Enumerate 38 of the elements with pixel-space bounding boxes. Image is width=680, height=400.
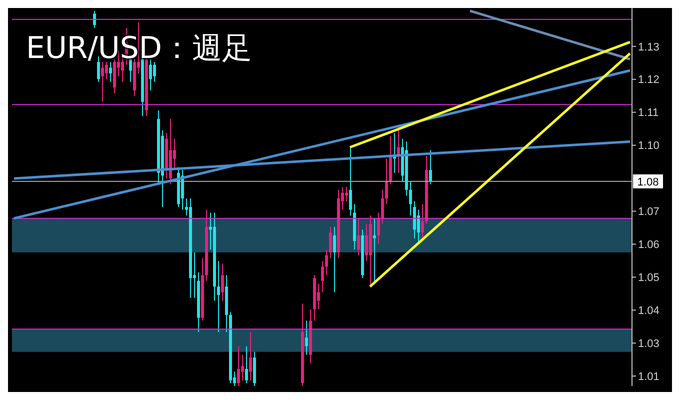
candlestick <box>357 218 360 256</box>
candlestick <box>109 62 112 82</box>
candlestick <box>249 332 252 381</box>
y-tick-label: 1.10 <box>638 140 660 152</box>
candlestick <box>365 224 368 262</box>
candlestick <box>325 249 328 276</box>
candlestick <box>93 10 96 28</box>
y-tick-label: 1.07 <box>638 206 660 218</box>
candlestick <box>345 186 348 202</box>
candlestick <box>409 180 412 216</box>
y-tick-label: 1.06 <box>638 239 660 252</box>
y-tick-label: 1.03 <box>638 338 660 350</box>
y-tick-label: 1.11 <box>638 107 659 120</box>
candlestick <box>429 150 432 185</box>
candlestick <box>217 260 220 332</box>
candlestick <box>245 346 248 384</box>
y-tick-label: 1.05 <box>638 272 660 284</box>
candlestick <box>321 260 324 293</box>
candlestick <box>333 226 336 293</box>
candlestick <box>413 200 416 239</box>
candlestick <box>385 158 388 205</box>
candlestick <box>153 62 156 82</box>
candlestick <box>237 346 240 386</box>
y-tick-label: 1.12 <box>638 74 660 86</box>
candlestick <box>349 146 352 216</box>
candlestick <box>241 354 244 381</box>
y-tick-label: 1.13 <box>638 41 660 54</box>
ref-line-label: 1.08 <box>637 176 659 188</box>
candlestick <box>105 62 108 80</box>
candlestick <box>221 263 224 302</box>
candlestick <box>329 226 332 259</box>
y-tick-label: 1.01 <box>638 370 660 383</box>
y-tick-label: 1.04 <box>638 305 660 318</box>
candlestick <box>381 189 384 224</box>
candlestick <box>377 212 380 244</box>
candlestick <box>101 62 104 102</box>
candlestick <box>305 320 308 356</box>
candlestick <box>417 209 420 244</box>
